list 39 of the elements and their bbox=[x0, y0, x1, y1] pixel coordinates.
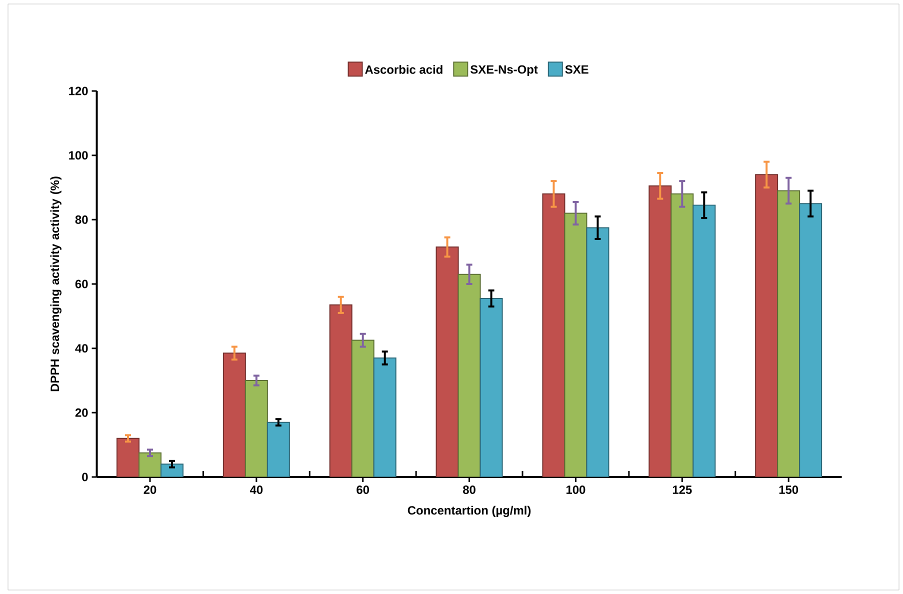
bar bbox=[138, 452, 162, 477]
legend-label: Ascorbic acid bbox=[365, 65, 442, 74]
y-tick-label: 40 bbox=[75, 344, 88, 353]
bar bbox=[480, 298, 503, 477]
x-tick-label: 80 bbox=[463, 486, 476, 494]
bar bbox=[692, 204, 716, 477]
bar bbox=[244, 380, 268, 477]
bar bbox=[222, 352, 246, 477]
bar bbox=[542, 193, 566, 477]
bar bbox=[458, 274, 481, 477]
y-tick-label: 100 bbox=[69, 151, 88, 160]
x-tick-label: 20 bbox=[144, 486, 156, 494]
y-axis-title: DPPH scavenging activity activity (%) bbox=[50, 176, 62, 392]
x-tick-label: 40 bbox=[250, 486, 263, 494]
bar bbox=[755, 174, 778, 477]
legend-label: SXE bbox=[565, 65, 588, 74]
y-tick-label: 60 bbox=[75, 280, 88, 288]
x-tick-label: 60 bbox=[356, 486, 370, 494]
bar bbox=[266, 422, 290, 477]
bar bbox=[436, 246, 459, 477]
bar bbox=[329, 304, 352, 477]
x-tick-label: 125 bbox=[672, 486, 692, 494]
legend-label: SXE-Ns-Opt bbox=[470, 65, 538, 76]
y-tick-label: 0 bbox=[82, 472, 88, 482]
x-tick-label: 100 bbox=[566, 486, 586, 494]
bar bbox=[586, 227, 610, 477]
bar bbox=[799, 203, 822, 477]
bar bbox=[777, 190, 800, 477]
bar bbox=[670, 193, 694, 477]
bar bbox=[564, 212, 588, 477]
x-axis-title: Concentartion (µg/ml) bbox=[408, 506, 531, 518]
bar bbox=[648, 185, 672, 477]
y-tick-label: 20 bbox=[75, 408, 88, 417]
y-tick-label: 120 bbox=[69, 86, 88, 96]
bar bbox=[116, 438, 140, 477]
x-tick-label: 150 bbox=[779, 486, 798, 494]
y-tick-label: 80 bbox=[75, 215, 88, 224]
bar bbox=[351, 340, 374, 477]
bar bbox=[373, 357, 396, 477]
